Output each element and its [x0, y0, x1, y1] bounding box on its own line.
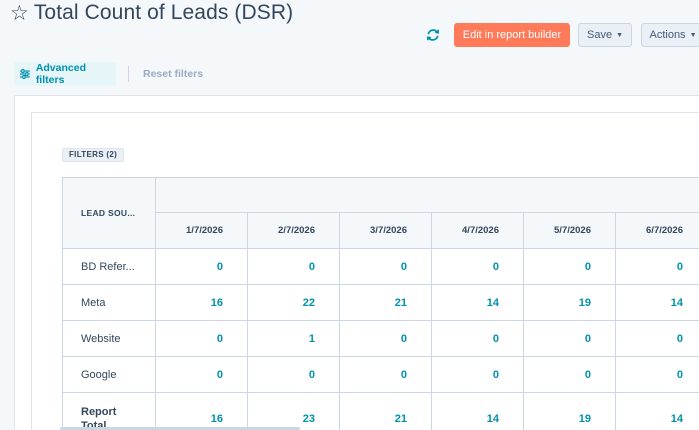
value-cell[interactable]: 0 — [155, 248, 248, 285]
value-cell[interactable]: 0 — [155, 320, 248, 357]
table-header-row-top: LEAD SOU... — [62, 177, 699, 249]
value-cell[interactable]: 1 — [247, 320, 340, 357]
date-header[interactable]: 4/7/2026 — [431, 212, 524, 249]
date-header[interactable]: 6/7/2026 — [615, 212, 699, 249]
value-cell[interactable]: 16 — [155, 284, 248, 321]
value-cell[interactable]: 0 — [155, 356, 248, 393]
value-cell[interactable]: 0 — [247, 356, 340, 393]
save-label: Save — [586, 29, 613, 41]
report-panel: FILTERS (2) LEAD SOU... 1/7/2026 2/7/202… — [31, 112, 699, 430]
page-title: Total Count of Leads (DSR) — [33, 1, 294, 24]
value-cell[interactable]: 0 — [523, 320, 616, 357]
caret-down-icon: ▼ — [689, 31, 697, 39]
value-cell[interactable]: 0 — [615, 356, 699, 393]
actions-button[interactable]: Actions ▼ — [641, 23, 699, 47]
value-cell[interactable]: 0 — [431, 320, 524, 357]
row-label: Website — [62, 320, 156, 357]
total-cell[interactable]: 14 — [615, 392, 699, 430]
refresh-icon[interactable] — [425, 27, 441, 43]
report-card: FILTERS (2) LEAD SOU... 1/7/2026 2/7/202… — [14, 95, 699, 430]
filters-badge[interactable]: FILTERS (2) — [62, 148, 125, 162]
date-header[interactable]: 2/7/2026 — [247, 212, 340, 249]
value-cell[interactable]: 0 — [523, 356, 616, 393]
value-cell[interactable]: 0 — [431, 248, 524, 285]
date-group-header — [155, 177, 699, 213]
date-header[interactable]: 3/7/2026 — [339, 212, 432, 249]
value-cell[interactable]: 0 — [431, 356, 524, 393]
total-cell[interactable]: 23 — [247, 392, 340, 430]
filter-sliders-icon — [20, 69, 30, 79]
table-row: Meta 16 22 21 14 19 14 — [62, 284, 699, 321]
total-cell[interactable]: 16 — [155, 392, 248, 430]
reset-filters-button[interactable]: Reset filters — [143, 68, 204, 80]
divider — [128, 66, 129, 82]
value-cell[interactable]: 0 — [339, 248, 432, 285]
date-header[interactable]: 1/7/2026 — [155, 212, 248, 249]
total-label: Report Total — [62, 392, 156, 430]
advanced-filters-label: Advanced filters — [35, 62, 86, 86]
total-row: Report Total 16 23 21 14 19 14 — [62, 392, 699, 430]
value-cell[interactable]: 0 — [339, 320, 432, 357]
value-cell[interactable]: 0 — [615, 320, 699, 357]
star-icon[interactable]: ☆ — [10, 1, 29, 25]
total-cell[interactable]: 14 — [431, 392, 524, 430]
lead-source-header[interactable]: LEAD SOU... — [62, 177, 156, 249]
date-header[interactable]: 5/7/2026 — [523, 212, 616, 249]
table-row: Website 0 1 0 0 0 0 — [62, 320, 699, 357]
save-button[interactable]: Save ▼ — [578, 23, 632, 47]
value-cell[interactable]: 19 — [523, 284, 616, 321]
table-row: BD Refer... 0 0 0 0 0 0 — [62, 248, 699, 285]
value-cell[interactable]: 21 — [339, 284, 432, 321]
row-label: BD Refer... — [62, 248, 156, 285]
value-cell[interactable]: 14 — [615, 284, 699, 321]
total-cell[interactable]: 19 — [523, 392, 616, 430]
value-cell[interactable]: 0 — [339, 356, 432, 393]
value-cell[interactable]: 0 — [615, 248, 699, 285]
horizontal-scrollbar[interactable] — [60, 427, 300, 430]
value-cell[interactable]: 22 — [247, 284, 340, 321]
table-header-row-dates: 1/7/2026 2/7/2026 3/7/2026 4/7/2026 5/7/… — [63, 212, 699, 249]
advanced-filters-button[interactable]: Advanced filters — [14, 62, 116, 86]
table-row: Google 0 0 0 0 0 0 — [62, 356, 699, 393]
title-row: ☆ Total Count of Leads (DSR) — [10, 0, 293, 28]
total-label-line1: Report — [81, 405, 117, 418]
caret-down-icon: ▼ — [616, 31, 623, 39]
value-cell[interactable]: 0 — [247, 248, 340, 285]
row-label: Meta — [62, 284, 156, 321]
edit-in-report-builder-button[interactable]: Edit in report builder — [454, 23, 570, 47]
report-table: LEAD SOU... 1/7/2026 2/7/2026 3/7/2026 4… — [62, 177, 699, 430]
actions-label: Actions — [649, 29, 686, 41]
value-cell[interactable]: 14 — [431, 284, 524, 321]
row-label: Google — [62, 356, 156, 393]
total-cell[interactable]: 21 — [339, 392, 432, 430]
value-cell[interactable]: 0 — [523, 248, 616, 285]
total-label-line2: Total — [81, 419, 107, 430]
